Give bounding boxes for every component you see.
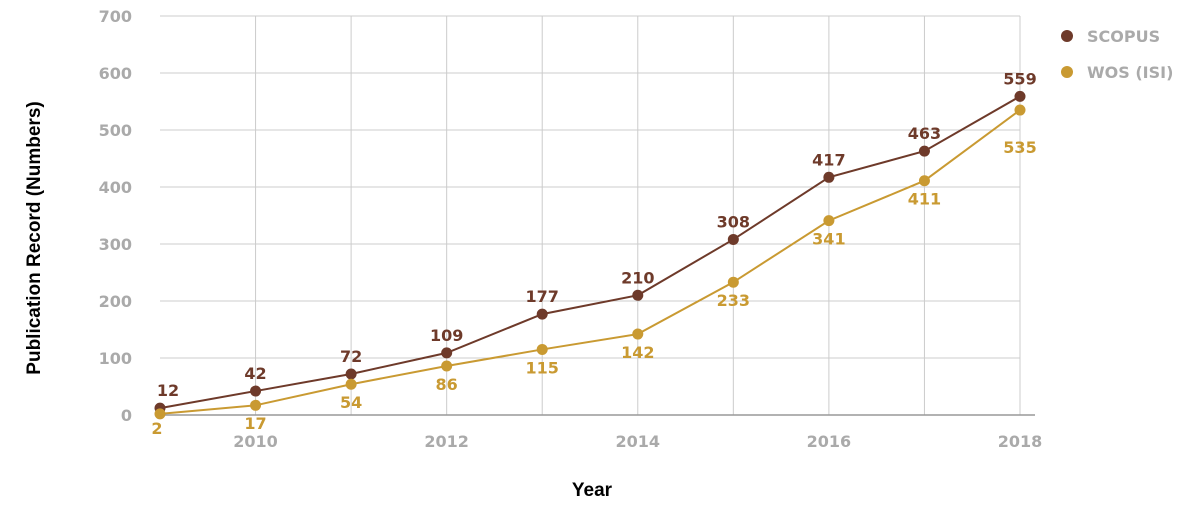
data-point: [345, 378, 357, 390]
data-point: [918, 145, 930, 157]
y-tick-label: 100: [99, 349, 132, 368]
data-point: [250, 385, 262, 397]
data-label: 115: [526, 358, 559, 377]
data-point: [823, 215, 835, 227]
data-labels: 12 42 72 109 177 210 308 417 463 559 2 17 54 86 115 142…: [151, 69, 1036, 438]
x-tick-label: 2012: [424, 432, 469, 451]
data-label: 463: [908, 124, 941, 143]
data-point: [1014, 90, 1026, 102]
x-axis-ticks: 2010 2012 2014 2016 2018: [233, 432, 1042, 451]
x-tick-label: 2014: [616, 432, 661, 451]
y-axis-ticks: 0 100 200 300 400 500 600 700: [99, 7, 132, 425]
y-tick-label: 500: [99, 121, 132, 140]
x-tick-label: 2010: [233, 432, 278, 451]
legend-label-wos: WOS (ISI): [1087, 63, 1173, 82]
grid-lines: [160, 15, 1021, 415]
series-line-0: [159, 95, 1021, 410]
y-tick-label: 700: [99, 7, 132, 26]
data-point: [536, 308, 548, 320]
y-tick-label: 200: [99, 292, 132, 311]
data-point: [823, 171, 835, 183]
data-point: [727, 276, 739, 288]
data-label: 72: [340, 347, 362, 366]
data-label: 109: [430, 326, 463, 345]
y-axis-title: Publication Record (Numbers): [24, 101, 45, 374]
data-label: 142: [621, 343, 654, 362]
legend: SCOPUS WOS (ISI): [1061, 27, 1173, 82]
data-label: 559: [1003, 69, 1036, 88]
legend-marker-wos: [1061, 66, 1073, 78]
legend-label-scopus: SCOPUS: [1087, 27, 1160, 46]
data-label: 417: [812, 150, 845, 169]
series-line-1: [159, 109, 1021, 415]
data-label: 54: [340, 393, 362, 412]
data-point: [536, 343, 548, 355]
legend-marker-scopus: [1061, 30, 1073, 42]
data-point: [441, 347, 453, 359]
data-label: 535: [1003, 138, 1036, 157]
x-tick-label: 2016: [807, 432, 852, 451]
data-point: [632, 328, 644, 340]
data-point: [1014, 104, 1026, 116]
data-point: [441, 360, 453, 372]
data-label: 42: [244, 364, 266, 383]
x-axis-title: Year: [572, 480, 613, 501]
data-label: 17: [244, 414, 266, 433]
data-point: [345, 368, 357, 380]
series-lines: [154, 90, 1026, 420]
data-label: 210: [621, 268, 654, 287]
data-point: [918, 175, 930, 187]
data-label: 411: [908, 190, 941, 209]
y-tick-label: 300: [99, 235, 132, 254]
data-point: [632, 289, 644, 301]
data-label: 177: [526, 287, 559, 306]
data-point: [250, 399, 262, 411]
data-label: 233: [717, 291, 750, 310]
data-point: [727, 233, 739, 245]
data-label: 341: [812, 230, 845, 249]
data-point: [154, 408, 166, 420]
x-tick-label: 2018: [998, 432, 1043, 451]
data-label: 12: [157, 381, 179, 400]
data-label: 86: [436, 375, 458, 394]
data-label: 2: [151, 419, 162, 438]
y-tick-label: 600: [99, 64, 132, 83]
y-tick-label: 0: [121, 406, 132, 425]
data-label: 308: [717, 212, 750, 231]
y-tick-label: 400: [99, 178, 132, 197]
